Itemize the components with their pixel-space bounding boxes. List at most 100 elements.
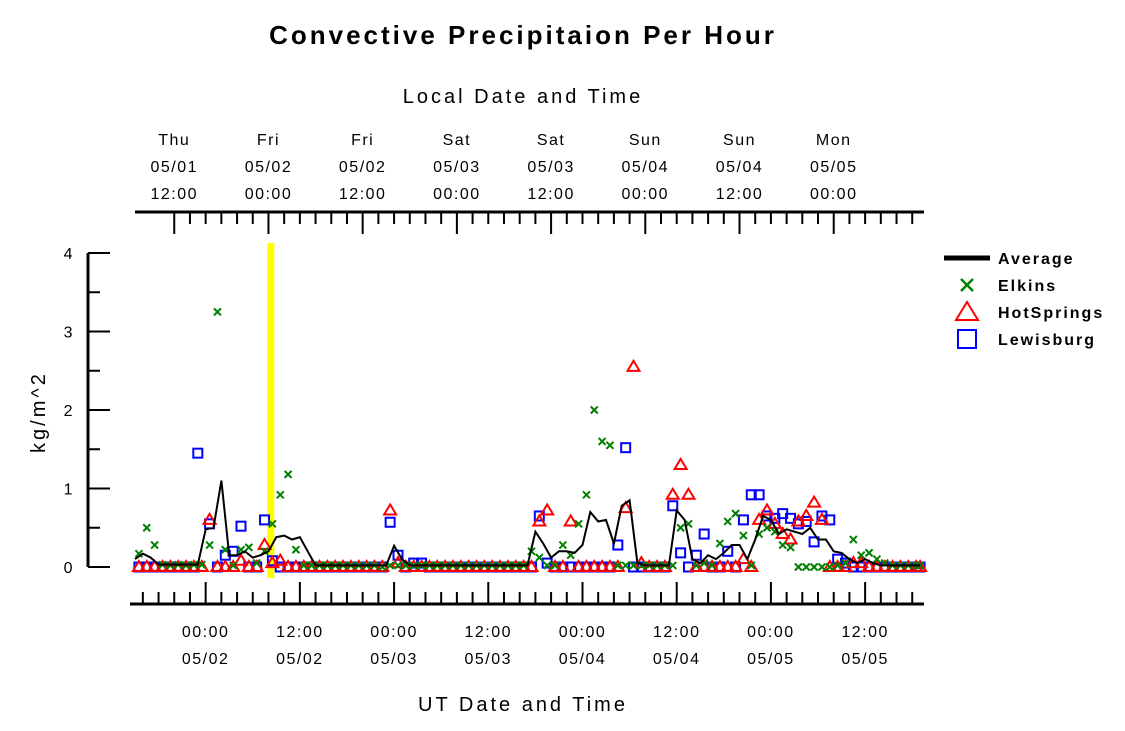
hotsprings-point <box>625 358 642 372</box>
elkins-point <box>213 307 222 317</box>
elkins-point <box>817 562 827 572</box>
elkins-point <box>707 561 717 570</box>
hotsprings-point <box>829 559 846 572</box>
hotsprings-point <box>688 559 705 572</box>
x-marker-stroke <box>833 561 842 570</box>
lewisburg-point <box>259 514 271 526</box>
x-marker-stroke <box>236 545 246 554</box>
hotsprings-point <box>672 457 689 470</box>
bottom-tick-time-label: 12:00 <box>465 624 513 641</box>
y-tick-label: 4 <box>64 246 74 263</box>
top-tick-day-label: Sat <box>443 132 472 149</box>
x-marker-stroke <box>213 307 222 317</box>
elkins-point <box>802 562 811 572</box>
hotsprings-point <box>665 486 681 500</box>
bottom-tick-time-label: 00:00 <box>182 624 230 641</box>
hotsprings-point <box>704 559 720 572</box>
bottom-tick-time-label: 00:00 <box>559 624 607 641</box>
hotsprings-point <box>217 559 234 572</box>
hotsprings-point <box>296 559 312 572</box>
chart-title: Convective Precipitaion Per Hour <box>269 20 777 50</box>
elkins-point <box>283 470 293 479</box>
hotsprings-point <box>578 559 595 572</box>
x-marker-stroke <box>849 535 858 544</box>
bottom-tick-date-label: 05/03 <box>370 651 418 668</box>
x-marker-stroke <box>786 543 795 552</box>
elkins-point <box>809 562 819 572</box>
hotsprings-point <box>178 559 194 572</box>
hotsprings-point <box>170 559 186 572</box>
top-tick-time-label: 12:00 <box>150 186 198 203</box>
top-tick-day-label: Fri <box>351 132 374 149</box>
top-tick-time-label: 12:00 <box>339 186 387 203</box>
elkins-point <box>542 561 552 570</box>
top-tick-time-label: 12:00 <box>527 186 575 203</box>
x-marker-stroke <box>605 441 615 450</box>
hotsprings-point <box>806 494 822 508</box>
x-marker-stroke <box>197 560 206 569</box>
highlight-bar <box>267 243 275 578</box>
top-tick-day-label: Thu <box>158 132 190 149</box>
hotsprings-point <box>241 559 257 572</box>
lewisburg-point <box>384 516 396 528</box>
elkins-point <box>299 561 308 570</box>
legend-lewisburg-swatch <box>957 329 977 349</box>
lewisburg-point <box>235 520 247 532</box>
hotsprings-point <box>727 559 744 572</box>
bottom-tick-time-label: 00:00 <box>370 624 418 641</box>
series-layer <box>131 307 928 573</box>
legend-hotsprings-swatch <box>954 300 980 321</box>
top-axis-title: Local Date and Time <box>403 86 643 108</box>
lewisburg-point <box>620 442 632 454</box>
bottom-tick-time-label: 12:00 <box>276 624 324 641</box>
hotsprings-point <box>193 559 210 572</box>
hotsprings-point <box>225 559 241 572</box>
elkins-point <box>605 441 615 450</box>
hotsprings-point <box>139 559 155 572</box>
bottom-tick-date-label: 05/05 <box>841 651 889 668</box>
hotsprings-point <box>570 559 587 572</box>
x-marker-stroke <box>872 554 882 564</box>
x-marker-stroke <box>574 519 583 529</box>
x-marker-stroke <box>283 470 293 479</box>
y-tick-label: 0 <box>64 560 74 577</box>
x-marker-stroke <box>960 278 974 292</box>
hotsprings-point <box>146 559 163 572</box>
x-marker-stroke <box>637 561 646 570</box>
elkins-point <box>676 523 685 532</box>
x-marker-stroke <box>291 545 301 554</box>
lewisburg-point <box>675 547 687 559</box>
elkins-point <box>535 553 544 562</box>
x-marker-stroke <box>597 437 607 446</box>
hotsprings-point <box>209 559 226 572</box>
elkins-point <box>849 535 858 544</box>
bottom-tick-date-label: 05/02 <box>182 651 230 668</box>
bottom-tick-time-label: 12:00 <box>653 624 701 641</box>
elkins-point <box>142 523 151 532</box>
elkins-point <box>629 561 638 570</box>
lewisburg-point <box>722 545 734 557</box>
elkins-point <box>244 543 254 552</box>
x-marker-stroke <box>715 539 725 548</box>
x-marker-stroke <box>809 562 819 572</box>
x-marker-stroke <box>268 519 277 529</box>
x-marker-stroke <box>134 549 144 558</box>
top-tick-time-label: 00:00 <box>433 186 481 203</box>
x-marker-stroke <box>276 490 285 499</box>
hotsprings-point <box>719 559 736 572</box>
elkins-point <box>723 517 732 526</box>
x-marker-stroke <box>668 561 677 570</box>
x-marker-stroke <box>550 561 560 570</box>
x-marker-stroke <box>385 561 395 570</box>
x-marker-stroke <box>205 540 214 550</box>
elkins-point <box>833 561 842 570</box>
hotsprings-point <box>523 559 540 572</box>
x-marker-stroke <box>802 562 811 572</box>
legend-average-label: Average <box>998 251 1075 268</box>
x-marker-stroke <box>542 561 552 570</box>
hotsprings-point <box>782 531 799 545</box>
elkins-point <box>550 561 560 570</box>
top-tick-date-label: 05/05 <box>810 159 858 176</box>
x-marker-stroke <box>558 540 568 550</box>
